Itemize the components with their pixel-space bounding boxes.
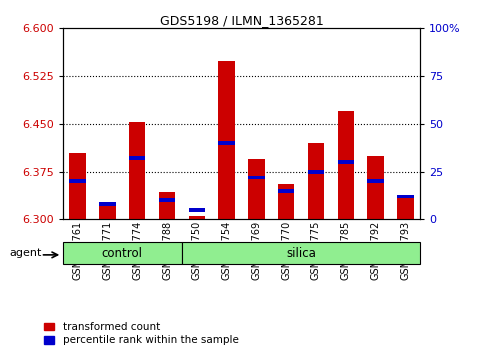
Bar	[338, 111, 354, 219]
Bar	[189, 208, 205, 212]
Bar	[189, 216, 205, 219]
Title: GDS5198 / ILMN_1365281: GDS5198 / ILMN_1365281	[159, 14, 324, 27]
Bar	[338, 160, 354, 164]
Bar	[368, 179, 384, 183]
Legend: transformed count, percentile rank within the sample: transformed count, percentile rank withi…	[44, 322, 239, 345]
Bar	[129, 156, 145, 160]
Bar	[308, 143, 324, 219]
Bar	[397, 195, 413, 199]
Bar	[159, 199, 175, 202]
Bar	[278, 184, 294, 219]
Bar	[218, 62, 235, 219]
Bar	[99, 202, 115, 206]
Text: silica: silica	[286, 247, 316, 259]
Bar	[70, 153, 86, 219]
Bar	[397, 197, 413, 219]
Bar	[368, 156, 384, 219]
Text: agent: agent	[10, 248, 42, 258]
Bar	[278, 189, 294, 193]
Bar	[248, 176, 265, 179]
Bar	[63, 242, 182, 264]
Bar	[308, 170, 324, 173]
Bar	[70, 179, 86, 183]
Bar	[129, 122, 145, 219]
Bar	[218, 141, 235, 145]
Bar	[159, 192, 175, 219]
Bar	[248, 159, 265, 219]
Text: control: control	[102, 247, 143, 259]
Bar	[182, 242, 420, 264]
Bar	[99, 204, 115, 219]
